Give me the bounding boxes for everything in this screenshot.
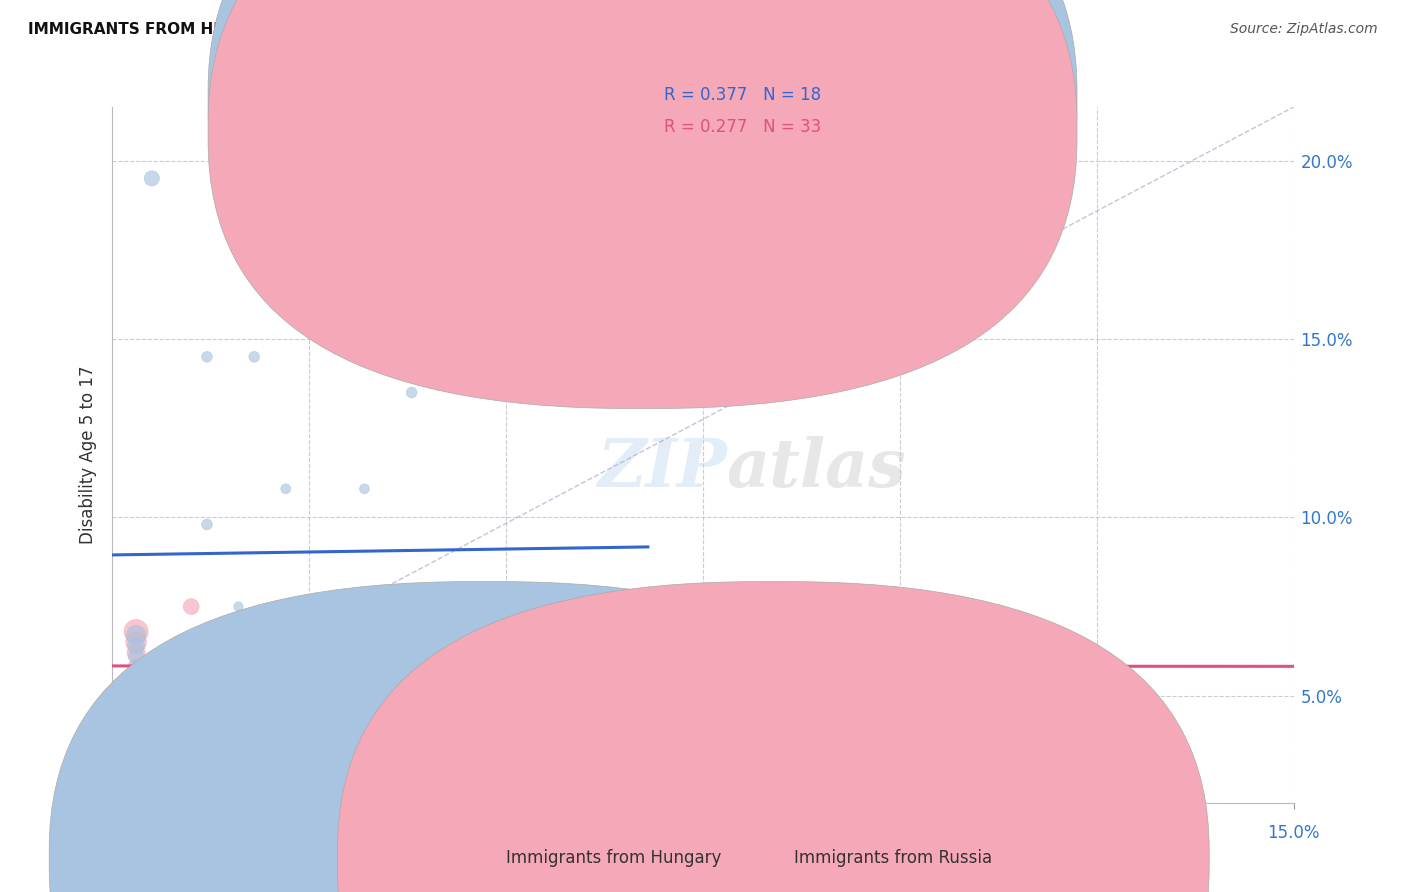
Text: atlas: atlas [727,436,907,501]
Point [274,482,297,496]
Point [259,660,281,674]
Point [195,517,218,532]
Point [259,624,281,639]
Point [377,742,399,756]
Point [534,717,557,731]
Point [132,671,155,685]
Point [141,171,163,186]
Text: Source: ZipAtlas.com: Source: ZipAtlas.com [1230,22,1378,37]
Point [770,681,793,696]
Point [125,660,148,674]
Point [613,649,636,664]
Point [259,610,281,624]
Point [353,482,375,496]
Point [125,628,148,642]
Point [125,624,148,639]
Point [125,649,148,664]
Point [337,635,360,649]
Point [180,660,202,674]
Point [574,610,596,624]
Point [132,681,155,696]
Point [416,671,439,685]
Point [613,731,636,746]
Point [125,639,148,653]
Y-axis label: Disability Age 5 to 17: Disability Age 5 to 17 [79,366,97,544]
Point [456,731,478,746]
Point [195,350,218,364]
Point [298,635,321,649]
Text: R = 0.377   N = 18: R = 0.377 N = 18 [664,86,821,103]
Point [125,646,148,660]
Point [219,667,242,681]
Point [353,660,375,674]
Text: Immigrants from Hungary: Immigrants from Hungary [506,849,721,867]
Point [307,624,329,639]
Point [125,660,148,674]
Point [652,706,675,721]
Point [889,681,911,696]
Point [259,635,281,649]
Text: IMMIGRANTS FROM HUNGARY VS IMMIGRANTS FROM RUSSIA DISABILITY AGE 5 TO 17 CORRELA: IMMIGRANTS FROM HUNGARY VS IMMIGRANTS FR… [28,22,952,37]
Point [692,375,714,389]
Point [132,671,155,685]
Text: R = 0.277   N = 33: R = 0.277 N = 33 [664,118,821,136]
Point [416,717,439,731]
Point [243,350,266,364]
Text: ZIP: ZIP [596,436,727,501]
Point [228,599,250,614]
Point [337,660,360,674]
Point [298,671,321,685]
Point [377,689,399,703]
Point [298,696,321,710]
Text: Immigrants from Russia: Immigrants from Russia [794,849,993,867]
Point [132,681,155,696]
Point [598,671,620,685]
Point [125,635,148,649]
Point [219,678,242,692]
Point [180,599,202,614]
Point [180,635,202,649]
Text: 0.0%: 0.0% [91,824,134,842]
Point [495,660,517,674]
Text: 15.0%: 15.0% [1267,824,1320,842]
Point [401,385,423,400]
